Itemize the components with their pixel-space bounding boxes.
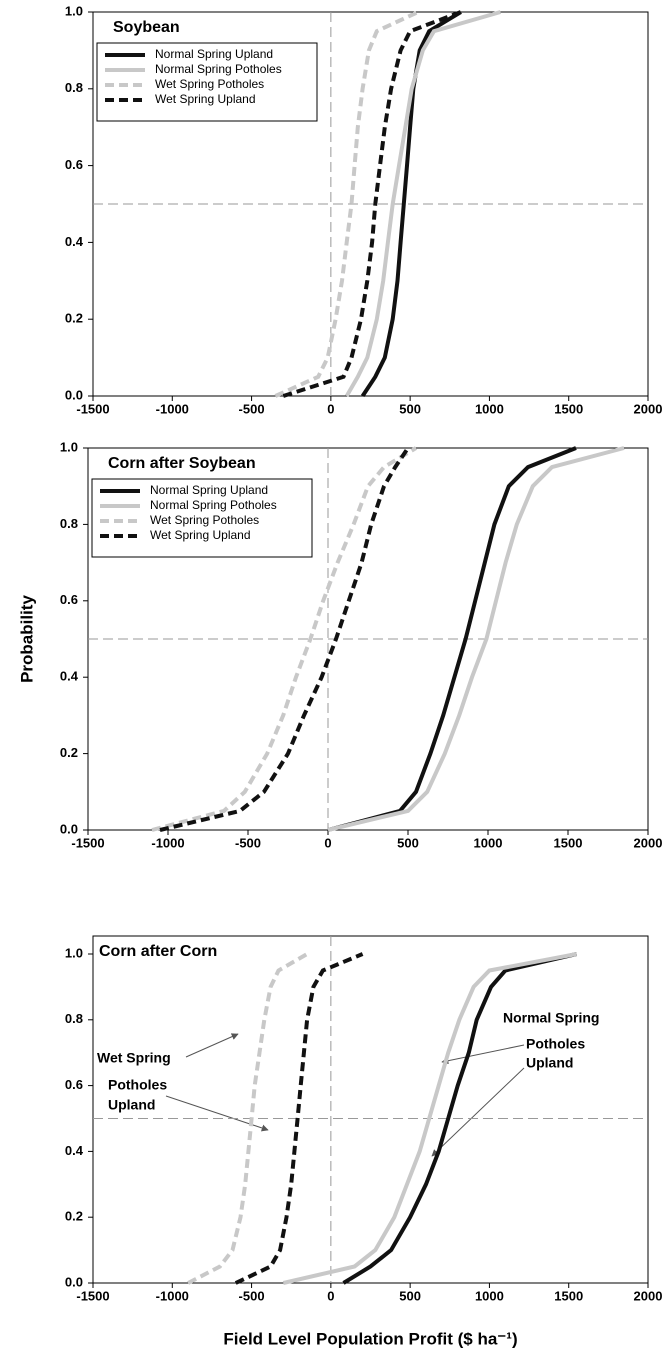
legend-label: Normal Spring Potholes [155, 62, 282, 76]
series-line [159, 446, 410, 832]
series-line [234, 952, 364, 1285]
x-tick-label: -1500 [76, 1288, 109, 1303]
series-line [360, 10, 462, 398]
series-line [344, 10, 502, 398]
y-tick-label: 0.2 [65, 311, 83, 326]
legend-label: Normal Spring Potholes [150, 498, 277, 512]
legend-label: Wet Spring Potholes [155, 77, 264, 91]
legend-label: Normal Spring Upland [150, 483, 268, 497]
x-tick-label: -500 [235, 835, 261, 850]
annotation: Upland [526, 1055, 573, 1071]
legend-label: Normal Spring Upland [155, 47, 273, 61]
y-tick-label: 0.2 [60, 745, 78, 760]
x-tick-label: 500 [397, 835, 419, 850]
arrow [431, 1067, 525, 1157]
annotation: Normal Spring [503, 1010, 599, 1026]
y-tick-label: 0.2 [65, 1209, 83, 1224]
y-tick-label: 1.0 [65, 945, 83, 960]
series-line [282, 10, 462, 398]
series-line [327, 446, 577, 832]
arrow [441, 1044, 525, 1065]
x-tick-label: -1000 [156, 1288, 189, 1303]
y-tick-label: 0.6 [60, 592, 78, 607]
series-line [187, 952, 309, 1285]
x-tick-label: -500 [239, 401, 265, 416]
y-tick-label: 0.6 [65, 157, 83, 172]
y-axis-label: Probability [17, 595, 36, 683]
x-tick-label: 500 [399, 1288, 421, 1303]
x-tick-label: -500 [239, 1288, 265, 1303]
y-tick-label: 0.0 [60, 821, 78, 836]
y-tick-label: 0.8 [60, 516, 78, 531]
x-tick-label: 2000 [634, 835, 663, 850]
y-tick-label: 0.8 [65, 1011, 83, 1026]
annotation: Wet Spring [97, 1050, 171, 1066]
x-tick-label: 2000 [634, 401, 663, 416]
series-line [327, 446, 625, 832]
x-tick-label: 500 [399, 401, 421, 416]
panel-title: Corn after Soybean [108, 455, 256, 472]
annotation: Upland [108, 1097, 155, 1113]
legend-label: Wet Spring Potholes [150, 513, 259, 527]
x-tick-label: -1500 [76, 401, 109, 416]
y-tick-label: 1.0 [60, 439, 78, 454]
y-tick-label: 0.0 [65, 387, 83, 402]
x-tick-label: 1500 [554, 835, 583, 850]
x-tick-label: 0 [327, 1288, 334, 1303]
arrow [185, 1033, 239, 1058]
x-tick-label: 2000 [634, 1288, 663, 1303]
x-tick-label: 1000 [475, 1288, 504, 1303]
series-line [151, 446, 418, 832]
x-tick-label: 1000 [474, 835, 503, 850]
series-line [282, 952, 577, 1285]
y-tick-label: 0.8 [65, 80, 83, 95]
x-tick-label: 0 [324, 835, 331, 850]
x-tick-label: 1500 [554, 401, 583, 416]
annotation: Potholes [526, 1036, 585, 1052]
y-tick-label: 0.4 [60, 669, 79, 684]
x-tick-label: -1000 [156, 401, 189, 416]
y-tick-label: 0.6 [65, 1077, 83, 1092]
legend-label: Wet Spring Upland [155, 92, 256, 106]
panel-title: Corn after Corn [99, 943, 217, 960]
y-tick-label: 0.4 [65, 234, 84, 249]
plot-frame [92, 935, 649, 1284]
legend-label: Wet Spring Upland [150, 528, 251, 542]
x-tick-label: 1000 [475, 401, 504, 416]
series-line [274, 10, 419, 398]
series-line [342, 952, 578, 1285]
x-tick-label: -1000 [151, 835, 184, 850]
y-tick-label: 1.0 [65, 3, 83, 18]
x-axis-label: Field Level Population Profit ($ ha⁻¹) [223, 1329, 517, 1348]
panel-title: Soybean [113, 19, 180, 36]
x-tick-label: 1500 [554, 1288, 583, 1303]
x-tick-label: -1500 [71, 835, 104, 850]
annotation: Potholes [108, 1077, 167, 1093]
y-tick-label: 0.0 [65, 1274, 83, 1289]
x-tick-label: 0 [327, 401, 334, 416]
y-tick-label: 0.4 [65, 1143, 84, 1158]
